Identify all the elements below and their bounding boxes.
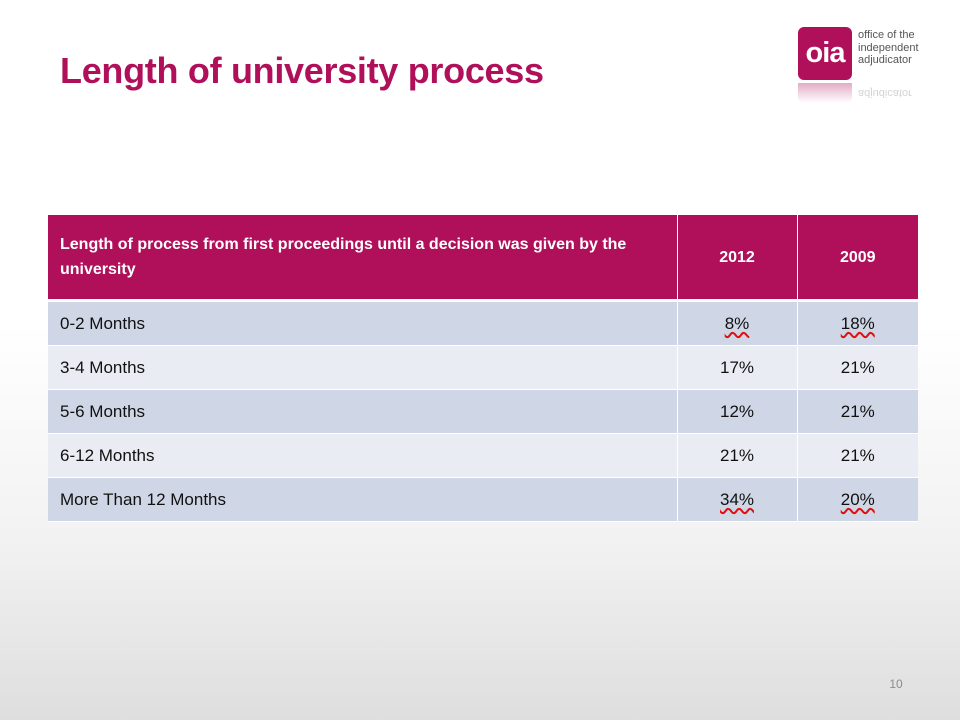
value-2009-cell: 21% <box>796 345 918 390</box>
value-2009: 21% <box>840 401 875 421</box>
oia-logo-text: office of the independent adjudicator <box>858 29 938 67</box>
slide-title: Length of university process <box>60 50 544 91</box>
process-length-table: Length of process from first proceedings… <box>48 215 918 522</box>
header-2012: 2012 <box>676 215 797 302</box>
row-label: 5-6 Months <box>48 389 677 434</box>
value-2012-cell: 8% <box>676 300 797 346</box>
value-2012-cell: 34% <box>676 477 797 522</box>
logo-line-2: independent <box>858 41 919 54</box>
table-header-row: Length of process from first proceedings… <box>48 215 918 302</box>
value-2009-cell: 18% <box>796 300 918 346</box>
table-body: 0-2 Months 8% 18% 3-4 Months 17% 21% 5-6 Month… <box>48 300 918 522</box>
logo-line-3: adjudicator <box>858 54 912 66</box>
oia-logo-mark: oia <box>798 27 852 80</box>
value-2009-cell: 20% <box>796 477 918 522</box>
header-description: Length of process from first proceedings… <box>48 215 677 302</box>
value-2009: 21% <box>840 445 875 465</box>
logo-line-1: office of the <box>858 29 915 41</box>
row-label: 0-2 Months <box>48 300 677 346</box>
value-2012: 17% <box>719 357 755 377</box>
value-2009: 21% <box>840 357 875 377</box>
value-2012-cell: 17% <box>676 345 797 390</box>
value-2012: 34% <box>719 489 755 509</box>
oia-logo-text-reflection: adjudicator <box>858 87 912 99</box>
value-2012: 8% <box>724 313 750 333</box>
value-2012: 12% <box>719 401 755 421</box>
row-label: 3-4 Months <box>48 345 677 390</box>
row-label: More Than 12 Months <box>48 477 677 522</box>
value-2009: 20% <box>840 489 875 509</box>
table-row: 6-12 Months 21% 21% <box>48 433 918 478</box>
value-2009-cell: 21% <box>796 389 918 434</box>
oia-logo: oia office of the independent adjudicato… <box>798 27 938 107</box>
table-row: 3-4 Months 17% 21% <box>48 345 918 390</box>
table-row: More Than 12 Months 34% 20% <box>48 477 918 522</box>
table-row: 0-2 Months 8% 18% <box>48 300 918 346</box>
oia-logo-mark-reflection <box>798 83 852 103</box>
value-2009-cell: 21% <box>796 433 918 478</box>
row-label: 6-12 Months <box>48 433 677 478</box>
value-2012-cell: 21% <box>676 433 797 478</box>
value-2012: 21% <box>719 445 755 465</box>
table-row: 5-6 Months 12% 21% <box>48 389 918 434</box>
page-number: 10 <box>889 677 903 691</box>
value-2009: 18% <box>840 313 875 333</box>
value-2012-cell: 12% <box>676 389 797 434</box>
header-2009: 2009 <box>796 215 918 302</box>
